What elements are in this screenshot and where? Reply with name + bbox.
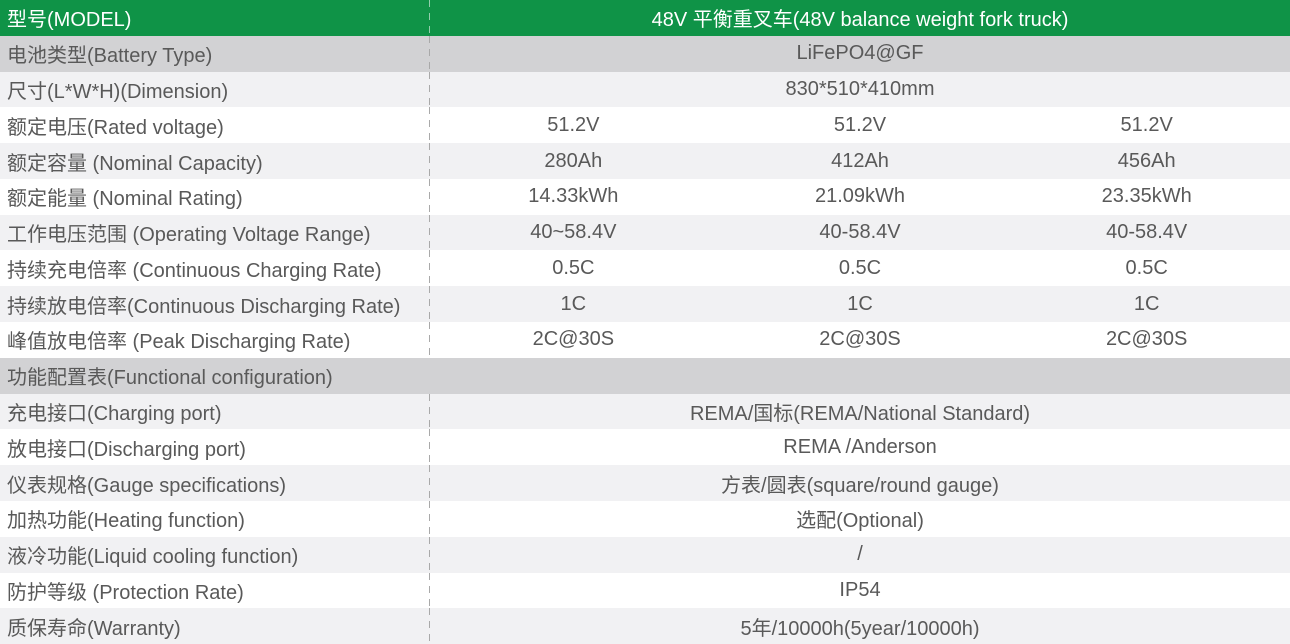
row-values: REMA/国标(REMA/National Standard) [430, 394, 1290, 430]
row-value: 5年/10000h(5year/10000h) [740, 617, 980, 640]
table-row: 质保寿命(Warranty) 5年/10000h(5year/10000h) [0, 608, 1290, 644]
row-label: 电池类型(Battery Type) [0, 35, 430, 72]
table-row: 额定能量 (Nominal Rating) 14.33kWh 21.09kWh 23.… [0, 178, 1290, 215]
table-header-row: 型号(MODEL) 48V 平衡重叉车(48V balance weight f… [0, 0, 1290, 36]
row-label: 充电接口(Charging port) [0, 393, 430, 430]
row-values: 2C@30S 2C@30S 2C@30S [430, 322, 1290, 358]
row-label: 防护等级 (Protection Rate) [0, 572, 430, 609]
row-value: 40-58.4V [1106, 221, 1188, 244]
row-label: 质保寿命(Warranty) [0, 608, 430, 644]
row-label: 尺寸(L*W*H)(Dimension) [0, 71, 430, 108]
row-value: 14.33kWh [528, 185, 619, 208]
row-value: 2C@30S [819, 328, 901, 351]
table-row: 额定电压(Rated voltage) 51.2V 51.2V 51.2V [0, 107, 1290, 144]
table-row: 液冷功能(Liquid cooling function) / [0, 536, 1290, 573]
table-row: 加热功能(Heating function) 选配(Optional) [0, 500, 1290, 537]
row-values: 14.33kWh 21.09kWh 23.35kWh [430, 179, 1290, 215]
row-value: 280Ah [544, 149, 603, 172]
row-value: REMA /Anderson [783, 435, 937, 458]
row-value: 1C [560, 292, 587, 315]
row-value: 方表/圆表(square/round gauge) [721, 474, 999, 497]
table-row: 持续放电倍率(Continuous Discharging Rate) 1C 1C 1… [0, 286, 1290, 323]
row-label: 持续放电倍率(Continuous Discharging Rate) [0, 286, 430, 322]
row-value: 21.09kWh [814, 185, 906, 208]
row-label: 额定容量 (Nominal Capacity) [0, 143, 430, 179]
row-label: 持续充电倍率 (Continuous Charging Rate) [0, 250, 430, 287]
model-header-values: 48V 平衡重叉车(48V balance weight fork truck) [430, 0, 1290, 36]
table-row: 尺寸(L*W*H)(Dimension) 830*510*410mm [0, 71, 1290, 108]
row-value: 456Ah [1117, 149, 1176, 172]
row-values: 选配(Optional) [430, 501, 1290, 537]
row-values: REMA /Anderson [430, 429, 1290, 465]
row-values: / [430, 537, 1290, 573]
row-value: 选配(Optional) [796, 510, 924, 533]
row-value: 1C [1133, 292, 1160, 315]
table-row: 电池类型(Battery Type) LiFePO4@GF [0, 35, 1290, 72]
section-header-row: 功能配置表(Functional configuration) [0, 357, 1290, 394]
row-label: 加热功能(Heating function) [0, 500, 430, 537]
table-row: 仪表规格(Gauge specifications) 方表/圆表(square/r… [0, 465, 1290, 501]
row-values: 830*510*410mm [430, 72, 1290, 108]
row-value: 51.2V [1120, 113, 1173, 136]
model-header-label: 型号(MODEL) [0, 0, 430, 36]
table-row: 充电接口(Charging port) REMA/国标(REMA/National… [0, 393, 1290, 430]
row-value: 0.5C [838, 256, 882, 279]
row-label: 仪表规格(Gauge specifications) [0, 465, 430, 501]
row-value: 0.5C [552, 256, 595, 279]
row-value: REMA/国标(REMA/National Standard) [689, 402, 1031, 425]
row-label: 放电接口(Discharging port) [0, 429, 430, 465]
model-header-value: 48V 平衡重叉车(48V balance weight fork truck) [651, 9, 1069, 32]
table-row: 峰值放电倍率 (Peak Discharging Rate) 2C@30S 2C@3… [0, 322, 1290, 358]
row-values: 40~58.4V 40-58.4V 40-58.4V [430, 215, 1290, 251]
row-values: 1C 1C 1C [430, 286, 1290, 322]
row-values: LiFePO4@GF [430, 36, 1290, 72]
row-values: 51.2V 51.2V 51.2V [430, 107, 1290, 143]
row-value: 2C@30S [1105, 328, 1188, 351]
row-label: 峰值放电倍率 (Peak Discharging Rate) [0, 322, 430, 358]
table-row: 放电接口(Discharging port) REMA /Anderson [0, 429, 1290, 466]
row-value: 830*510*410mm [785, 77, 935, 100]
table-row: 额定容量 (Nominal Capacity) 280Ah 412Ah 456Ah [0, 143, 1290, 179]
row-value: 1C [847, 292, 873, 315]
row-value: 0.5C [1125, 256, 1168, 279]
row-value: 40~58.4V [530, 221, 617, 244]
row-value: 2C@30S [532, 328, 615, 351]
row-values: 方表/圆表(square/round gauge) [430, 465, 1290, 501]
row-label: 额定能量 (Nominal Rating) [0, 178, 430, 215]
row-value: IP54 [839, 578, 881, 601]
row-values: IP54 [430, 573, 1290, 609]
table-row: 防护等级 (Protection Rate) IP54 [0, 572, 1290, 609]
section-header-label: 功能配置表(Functional configuration) [7, 367, 333, 390]
row-label: 工作电压范围 (Operating Voltage Range) [0, 214, 430, 251]
row-label: 额定电压(Rated voltage) [0, 107, 430, 143]
row-value: / [857, 543, 863, 566]
row-label: 液冷功能(Liquid cooling function) [0, 536, 430, 573]
row-values: 280Ah 412Ah 456Ah [430, 143, 1290, 179]
row-values: 0.5C 0.5C 0.5C [430, 250, 1290, 286]
row-value: 23.35kWh [1101, 185, 1192, 208]
table-row: 工作电压范围 (Operating Voltage Range) 40~58.4V… [0, 214, 1290, 251]
row-value: 40-58.4V [819, 221, 901, 244]
row-values: 5年/10000h(5year/10000h) [430, 608, 1290, 644]
row-value: 51.2V [547, 113, 600, 136]
row-value: 412Ah [831, 149, 889, 172]
row-value: 51.2V [833, 113, 887, 136]
row-value: LiFePO4@GF [796, 42, 924, 65]
table-row: 持续充电倍率 (Continuous Charging Rate) 0.5C 0.5… [0, 250, 1290, 287]
